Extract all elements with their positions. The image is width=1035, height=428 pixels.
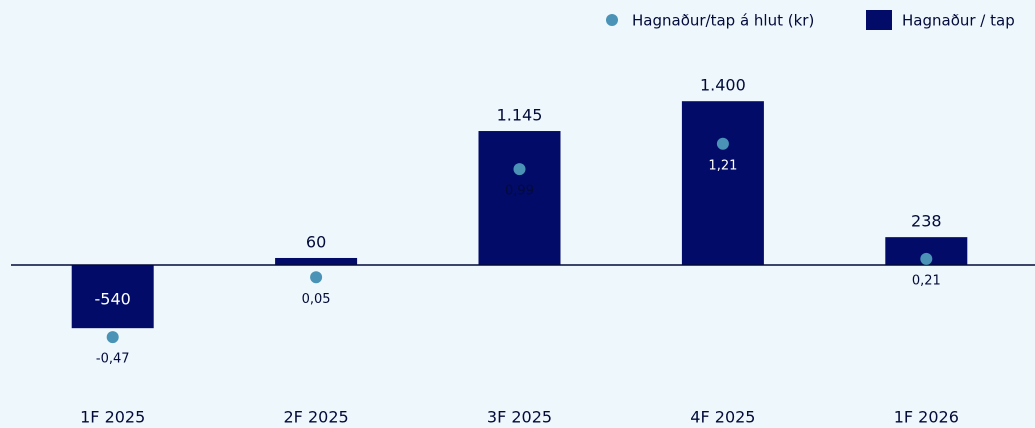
bar-label: -540 <box>95 290 131 309</box>
point-label: 0,21 <box>912 273 941 288</box>
point-label: 1,21 <box>708 158 737 173</box>
bar <box>478 131 561 265</box>
legend-marker <box>606 14 618 26</box>
bar-label: 1.400 <box>700 76 746 95</box>
point <box>310 271 323 284</box>
bar <box>681 101 764 265</box>
bar <box>71 265 154 329</box>
point <box>716 137 729 150</box>
x-tick-label: 1F 2025 <box>80 408 145 427</box>
x-tick-label: 3F 2025 <box>487 408 552 427</box>
point-label: -0,47 <box>96 352 130 367</box>
point-label: 0,99 <box>505 184 534 199</box>
x-tick-label: 1F 2026 <box>894 408 959 427</box>
point <box>106 331 119 344</box>
x-tick-label: 4F 2025 <box>690 408 755 427</box>
bar <box>275 257 358 265</box>
legend-label: Hagnaður/tap á hlut (kr) <box>632 12 814 30</box>
x-tick-label: 2F 2025 <box>284 408 349 427</box>
legend-label: Hagnaður / tap <box>902 12 1015 30</box>
legend-marker <box>866 10 892 30</box>
bar-label: 238 <box>911 212 942 231</box>
point-label: 0,05 <box>302 292 331 307</box>
bar-label: 1.145 <box>497 106 543 125</box>
point <box>920 252 933 265</box>
point <box>513 163 526 176</box>
bar-label: 60 <box>306 232 326 251</box>
